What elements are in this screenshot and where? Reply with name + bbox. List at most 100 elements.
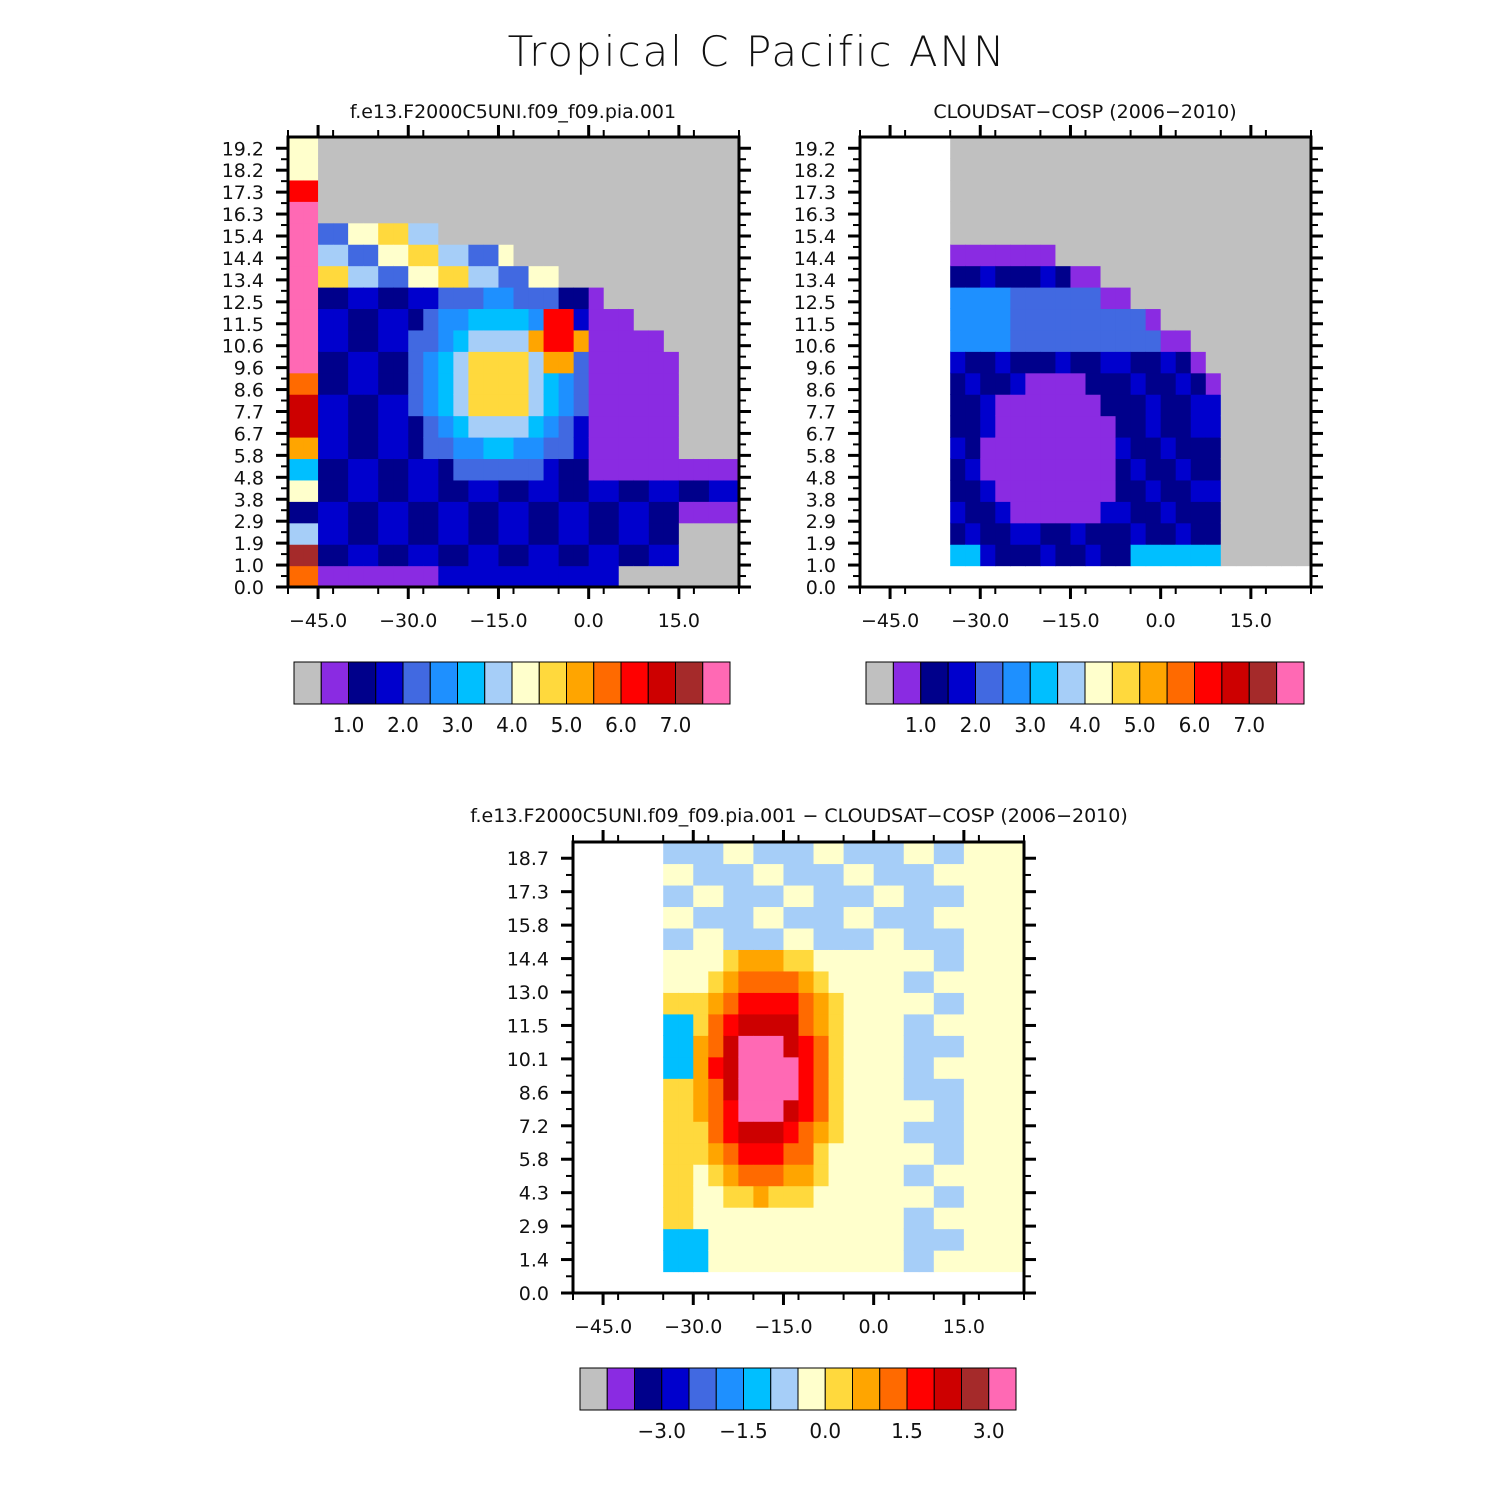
heatmap-cell [980, 179, 996, 202]
heatmap-cell [558, 351, 575, 374]
heatmap-cell [948, 1164, 965, 1187]
heatmap-cell [573, 479, 590, 502]
heatmap-cell [543, 158, 560, 181]
heatmap-cell [1070, 329, 1087, 352]
heatmap-cell [783, 906, 800, 929]
y-tick-label: 7.7 [806, 402, 836, 424]
heatmap-cell [873, 1228, 890, 1251]
heatmap-cell [1040, 479, 1057, 502]
heatmap-cell [738, 1164, 754, 1187]
heatmap-cell [708, 1185, 724, 1208]
heatmap-cell [708, 265, 725, 288]
heatmap-cell [965, 201, 981, 224]
y-tick-label: 1.0 [806, 555, 836, 577]
y-tick-label: 2.9 [806, 511, 836, 533]
heatmap-cell [348, 179, 364, 202]
heatmap-cell [363, 308, 379, 331]
heatmap-cell [1205, 415, 1222, 438]
heatmap-cell [1040, 265, 1057, 288]
heatmap-cell [1220, 158, 1237, 181]
heatmap-cell [918, 1056, 935, 1079]
heatmap-cell [768, 927, 785, 950]
heatmap-cell [1040, 351, 1057, 374]
heatmap-cell [693, 970, 709, 993]
heatmap-cell [1265, 329, 1282, 352]
colorbar-label: 6.0 [605, 713, 637, 737]
heatmap-cell [573, 372, 590, 395]
heatmap-cell [618, 329, 635, 352]
heatmap-cell [438, 415, 454, 438]
heatmap-cell [995, 158, 1011, 181]
heatmap-cell [453, 265, 469, 288]
heatmap-cell [483, 287, 500, 310]
heatmap-cell [438, 137, 454, 160]
colorbar-box [715, 1367, 744, 1411]
heatmap-cell [558, 565, 575, 588]
heatmap-cell [363, 287, 379, 310]
heatmap-cell [1235, 244, 1252, 267]
heatmap-cell [633, 222, 650, 245]
heatmap-cell [708, 1013, 724, 1036]
colorbar-box [429, 661, 458, 705]
heatmap-cell [1220, 201, 1237, 224]
heatmap-cell [903, 842, 920, 865]
heatmap-cell [1115, 394, 1132, 417]
heatmap-cell [813, 1164, 830, 1187]
heatmap-cells [288, 137, 740, 588]
heatmap-cell [513, 351, 530, 374]
heatmap-cell [393, 394, 409, 417]
colorbar-label: 7.0 [660, 713, 692, 737]
heatmap-cell [303, 351, 319, 374]
heatmap-cell [453, 565, 469, 588]
heatmap-cell [513, 565, 530, 588]
heatmap-cell [603, 437, 620, 460]
colorbar-box [797, 1367, 826, 1411]
heatmap-cell [678, 1035, 694, 1058]
heatmap-cell [1205, 137, 1222, 160]
heatmap-cell [993, 906, 1010, 929]
heatmap-cell [573, 458, 590, 481]
heatmap-cell [1145, 544, 1162, 567]
heatmap-cell [963, 1185, 980, 1208]
heatmap-cell [858, 1035, 875, 1058]
heatmap-cell [648, 458, 665, 481]
heatmap-cell [948, 884, 965, 908]
heatmap-cell [950, 479, 966, 502]
heatmap-cell [1250, 287, 1267, 310]
heatmap-cell [708, 884, 724, 908]
heatmap-cell [288, 501, 304, 524]
heatmap-cell [1085, 201, 1102, 224]
heatmap-cell [393, 137, 409, 160]
y-tick-label: 4.8 [234, 467, 264, 489]
heatmap-cell [1085, 437, 1102, 460]
heatmap-cell [723, 522, 740, 545]
heatmap-cell [468, 501, 485, 524]
heatmap-cell [708, 179, 725, 202]
heatmap-cell [978, 1056, 995, 1079]
y-tick-label: 1.9 [806, 533, 836, 555]
heatmap-cell [1130, 458, 1147, 481]
heatmap-cell [543, 522, 560, 545]
heatmap-cell [693, 949, 709, 972]
heatmap-cell [858, 1250, 875, 1273]
colorbar-box [579, 1367, 608, 1411]
heatmap-cell [1025, 222, 1041, 245]
heatmap-cell [798, 1121, 815, 1144]
heatmap-cell [543, 222, 560, 245]
heatmap-cell [408, 158, 424, 181]
heatmap-cell [980, 394, 996, 417]
heatmap-cell [888, 1078, 905, 1101]
heatmap-cell [663, 927, 679, 950]
heatmap-cell [1115, 458, 1132, 481]
heatmap-cell [1160, 522, 1177, 545]
heatmap-cell [1025, 287, 1041, 310]
heatmap-cell [618, 265, 635, 288]
heatmap-cell [573, 501, 590, 524]
heatmap-cell [693, 1250, 709, 1273]
heatmap-cell [1265, 158, 1282, 181]
heatmap-cell [903, 1013, 920, 1036]
heatmap-cell [543, 201, 560, 224]
heatmap-cell [813, 970, 830, 993]
heatmap-cell [1130, 329, 1147, 352]
heatmap-cell [348, 437, 364, 460]
